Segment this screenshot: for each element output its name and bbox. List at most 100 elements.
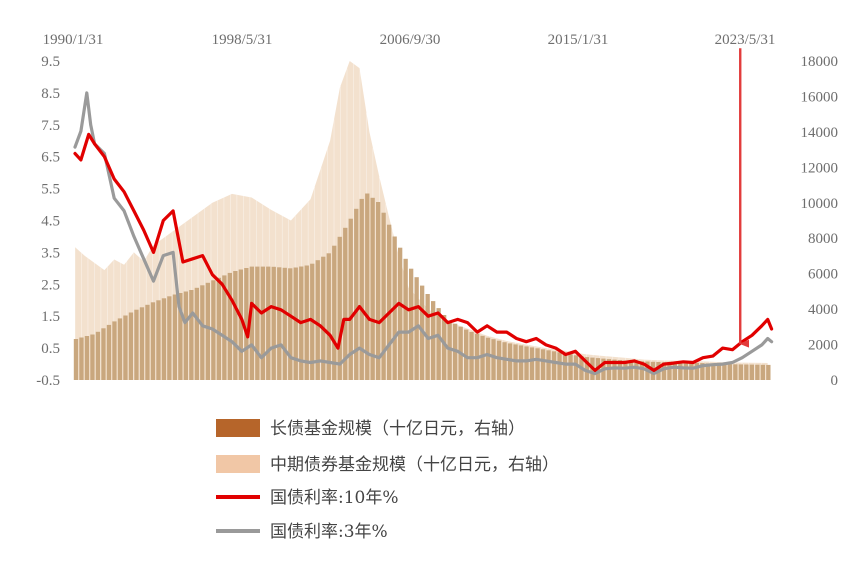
- long-bond-fund-bar: [557, 352, 562, 380]
- long-bond-fund-bar: [744, 364, 749, 380]
- long-bond-fund-bar: [84, 336, 90, 380]
- long-bond-fund-bar: [183, 291, 188, 380]
- long-bond-fund-bar: [524, 346, 529, 380]
- left-tick-label: 3.5: [41, 245, 60, 261]
- right-tick-label: 2000: [808, 338, 838, 354]
- long-bond-fund-bar: [634, 361, 639, 380]
- long-bond-fund-bar: [112, 321, 117, 380]
- long-bond-fund-bar: [354, 208, 359, 380]
- long-bond-fund-bar: [139, 307, 145, 380]
- long-bond-fund-bar: [738, 364, 743, 380]
- long-bond-fund-bar: [161, 298, 167, 380]
- long-bond-fund-bar: [705, 363, 710, 380]
- x-tick-label: 2015/1/31: [548, 32, 609, 48]
- long-bond-fund-bar: [172, 294, 177, 380]
- long-bond-fund-bar: [661, 362, 667, 380]
- long-bond-fund-bar: [766, 364, 771, 380]
- long-bond-fund-bar: [200, 285, 205, 380]
- long-bond-fund-bar: [260, 266, 265, 380]
- right-tick-label: 6000: [808, 267, 838, 283]
- long-bond-fund-bar: [156, 300, 161, 380]
- long-bond-fund-bar: [238, 269, 243, 380]
- long-bond-fund-bar: [321, 256, 326, 380]
- long-bond-fund-bar: [117, 318, 123, 380]
- long-bond-fund-bar: [145, 304, 150, 380]
- left-tick-label: 4.5: [41, 214, 60, 230]
- right-tick-label: 14000: [801, 125, 839, 141]
- long-bond-fund-bar: [282, 267, 287, 380]
- long-bond-fund-bar: [409, 268, 414, 380]
- long-bond-fund-bar: [485, 337, 491, 380]
- x-tick-label: 1998/5/31: [212, 32, 273, 48]
- left-tick-label: 5.5: [41, 182, 60, 198]
- long-bond-fund-bar: [337, 236, 342, 380]
- long-bond-fund-bar: [178, 293, 183, 380]
- long-bond-fund-bar: [755, 364, 760, 380]
- yield-3y-line: [73, 91, 774, 376]
- long-bond-fund-bar: [348, 218, 353, 380]
- long-bond-fund-bar: [403, 258, 408, 380]
- right-axis-ticks: 18000 16000 14000 12000 10000 8000 6000 4000 200…: [801, 54, 839, 389]
- long-bond-fund-bar: [249, 266, 254, 380]
- long-bond-fund-bar: [689, 362, 694, 380]
- left-tick-label: 7.5: [41, 118, 60, 134]
- long-bond-fund-bar: [216, 277, 221, 380]
- long-bond-fund-bar: [244, 268, 249, 380]
- long-bond-fund-bar: [469, 331, 474, 380]
- long-bond-fund-bar: [370, 197, 375, 380]
- long-bond-fund-bar: [194, 287, 199, 380]
- long-bond-fund-bar: [700, 363, 705, 380]
- long-bond-fund-bar: [694, 362, 699, 380]
- long-bond-fund-bar: [507, 343, 513, 380]
- long-bond-fund-bar: [496, 340, 502, 380]
- long-bond-fund-bar: [722, 364, 727, 380]
- long-bond-fund-bar: [639, 361, 645, 380]
- long-bond-fund-bar: [90, 334, 95, 380]
- long-bond-fund-bar: [255, 266, 260, 380]
- long-bond-fund-bar: [749, 364, 754, 380]
- long-bond-fund-bar: [315, 260, 320, 380]
- x-tick-label: 2006/9/30: [380, 32, 441, 48]
- long-bond-fund-bar: [612, 359, 617, 380]
- left-tick-label: -0.5: [36, 373, 60, 389]
- long-bond-fund-bar: [711, 363, 716, 380]
- long-bond-fund-bar: [205, 282, 210, 380]
- long-bond-fund-bar: [573, 355, 579, 380]
- long-bond-fund-bar: [733, 364, 738, 380]
- right-tick-label: 8000: [808, 231, 838, 247]
- long-bond-fund-bar: [150, 302, 156, 380]
- long-bond-fund-bar: [189, 290, 194, 380]
- long-bond-fund-bar: [106, 324, 112, 380]
- right-tick-label: 0: [831, 373, 839, 389]
- long-bond-fund-bar: [760, 364, 765, 380]
- long-bond-fund-bar: [376, 202, 381, 380]
- legend-label-long-bond-fund: 长债基金规模（十亿日元，右轴）: [270, 419, 525, 439]
- right-tick-label: 12000: [801, 160, 839, 176]
- long-bond-fund-bar: [623, 360, 628, 380]
- long-bond-fund-bar: [266, 266, 271, 380]
- long-bond-fund-bar: [128, 312, 134, 380]
- long-bond-fund-bar: [464, 329, 469, 380]
- left-tick-label: 8.5: [41, 86, 60, 102]
- long-bond-fund-bar: [683, 362, 688, 380]
- left-tick-label: 9.5: [41, 54, 60, 70]
- long-bond-fund-bar: [480, 335, 485, 380]
- legend-label-yield-10y: 国债利率:10年%: [270, 488, 399, 508]
- long-bond-fund-bar: [628, 360, 634, 380]
- long-bond-fund-bar: [288, 268, 293, 380]
- long-bond-fund-bar: [101, 328, 106, 380]
- left-axis-ticks: 9.5 8.5 7.5 6.5 5.5 4.5 3.5 2.5 1.5 0.5 -0.5: [36, 54, 60, 389]
- legend-label-medium-bond-fund: 中期债券基金规模（十亿日元，右轴）: [270, 455, 559, 475]
- long-bond-fund-bar: [667, 362, 672, 380]
- right-tick-label: 10000: [801, 196, 839, 212]
- long-bond-fund-bar: [491, 339, 496, 380]
- left-tick-label: 6.5: [41, 150, 60, 166]
- x-tick-label: 1990/1/31: [43, 32, 104, 48]
- long-bond-fund-bar: [502, 342, 507, 380]
- long-bond-fund-bar: [727, 364, 732, 380]
- long-bond-fund-bar: [436, 308, 441, 380]
- long-bond-fund-bar: [167, 296, 172, 380]
- long-bond-fund-bar: [271, 266, 276, 380]
- long-bond-fund-bar: [359, 198, 364, 380]
